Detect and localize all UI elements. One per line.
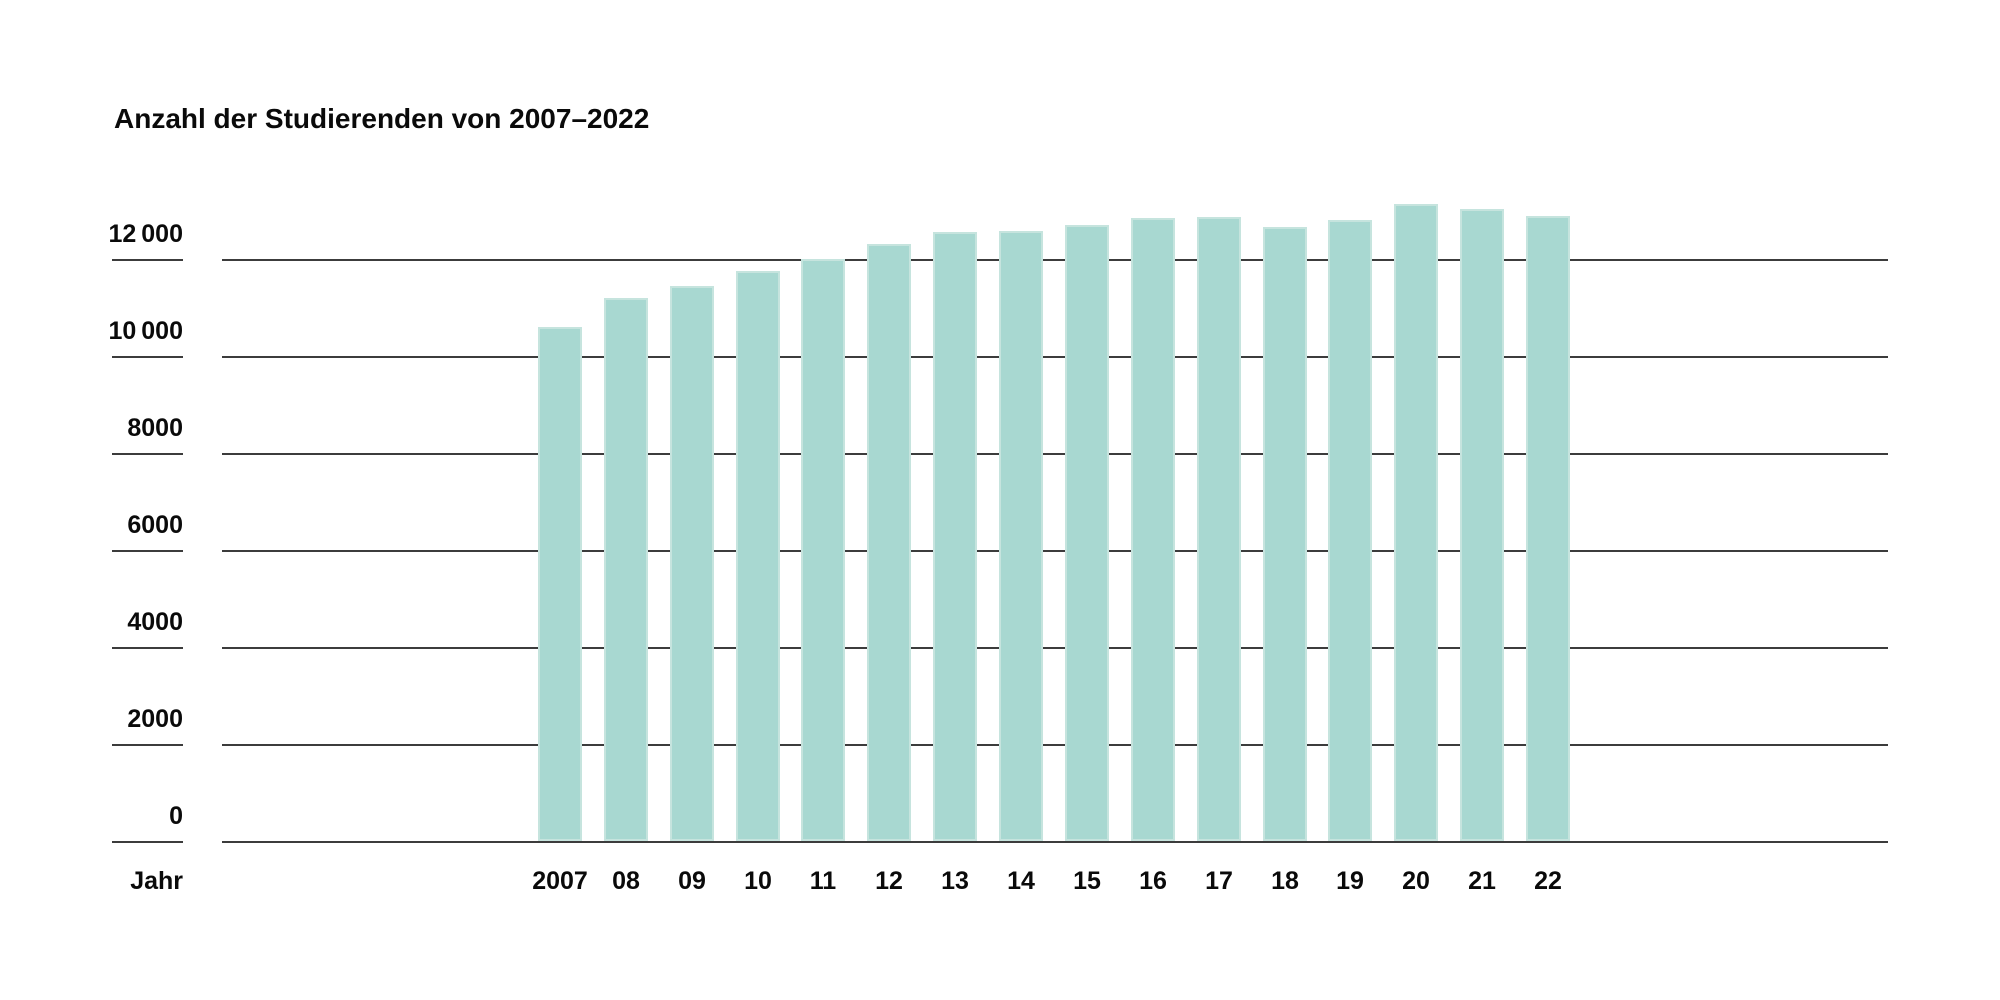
bar-09	[670, 286, 714, 841]
y-tick-line-10000	[112, 356, 183, 358]
y-tick-line-6000	[112, 550, 183, 552]
x-tick-label-13: 13	[941, 867, 969, 895]
bar-15	[1065, 225, 1109, 841]
x-tick-label-17: 17	[1205, 867, 1233, 895]
y-tick-label-0: 0	[169, 802, 183, 830]
bar-16	[1131, 218, 1175, 841]
gridline-6000	[222, 550, 1888, 552]
x-tick-label-09: 09	[678, 867, 706, 895]
x-tick-label-12: 12	[875, 867, 903, 895]
bar-2007	[538, 327, 582, 841]
y-tick-line-2000	[112, 744, 183, 746]
gridline-8000	[222, 453, 1888, 455]
bar-18	[1263, 227, 1307, 841]
bar-21	[1460, 209, 1504, 841]
y-tick-line-4000	[112, 647, 183, 649]
x-tick-label-22: 22	[1534, 867, 1562, 895]
gridline-0	[222, 841, 1888, 843]
y-tick-label-10000: 10 000	[108, 317, 183, 345]
x-tick-label-2007: 2007	[532, 867, 588, 895]
y-tick-line-8000	[112, 453, 183, 455]
bar-14	[999, 231, 1043, 841]
x-tick-label-18: 18	[1271, 867, 1299, 895]
bar-08	[604, 298, 648, 841]
x-tick-label-11: 11	[809, 867, 837, 895]
x-tick-label-08: 08	[612, 867, 640, 895]
gridline-12000	[222, 259, 1888, 261]
x-axis-title: Jahr	[130, 867, 183, 895]
gridline-2000	[222, 744, 1888, 746]
gridline-10000	[222, 356, 1888, 358]
bar-11	[801, 259, 845, 841]
bar-17	[1197, 217, 1241, 841]
y-tick-label-12000: 12 000	[108, 220, 183, 248]
bar-10	[736, 271, 780, 841]
x-tick-label-16: 16	[1139, 867, 1167, 895]
y-tick-label-4000: 4000	[127, 608, 183, 636]
y-tick-line-12000	[112, 259, 183, 261]
y-tick-label-2000: 2000	[127, 705, 183, 733]
bar-20	[1394, 204, 1438, 841]
y-tick-label-6000: 6000	[127, 511, 183, 539]
y-tick-label-8000: 8000	[127, 414, 183, 442]
chart-title: Anzahl der Studierenden von 2007–2022	[114, 103, 650, 134]
x-tick-label-20: 20	[1402, 867, 1430, 895]
x-tick-label-15: 15	[1073, 867, 1101, 895]
bar-12	[867, 244, 911, 841]
bar-13	[933, 232, 977, 841]
x-tick-label-14: 14	[1007, 867, 1035, 895]
x-tick-label-21: 21	[1468, 867, 1496, 895]
gridline-4000	[222, 647, 1888, 649]
x-tick-label-10: 10	[744, 867, 772, 895]
x-tick-label-19: 19	[1336, 867, 1364, 895]
y-tick-line-0	[112, 841, 183, 843]
bar-22	[1526, 216, 1570, 841]
bar-19	[1328, 220, 1372, 841]
